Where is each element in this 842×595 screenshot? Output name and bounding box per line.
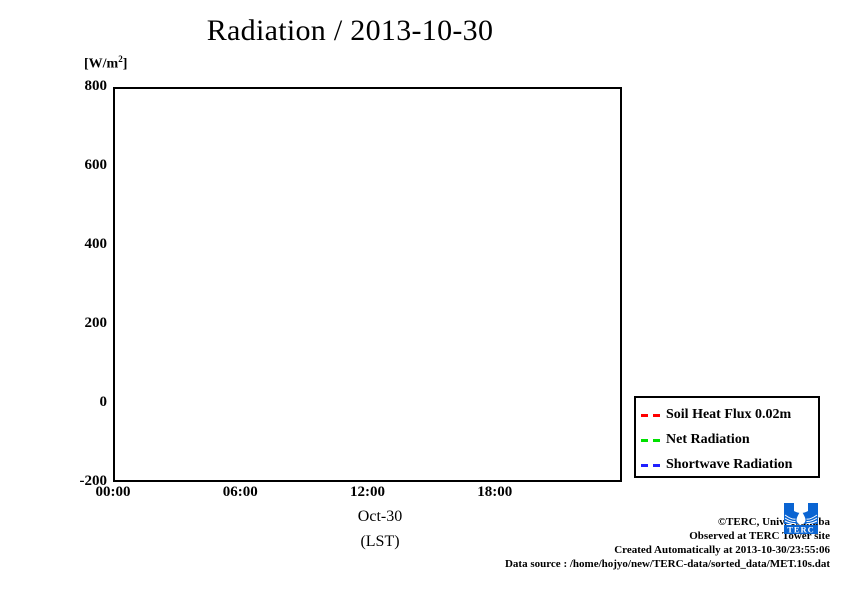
footer: ©TERC, Univ. Tsukuba Observed at TERC To… [380,515,830,571]
y-tick-label: 0 [99,394,108,410]
legend-label: Shortwave Radiation [666,456,793,472]
plot-area [113,87,622,482]
x-tick-label: 00:00 [95,484,131,500]
legend: Soil Heat Flux 0.02m Net Radiation Short… [634,396,820,478]
plot-frame [113,87,622,482]
x-tick-label: 06:00 [222,484,258,500]
x-tick-label: 12:00 [350,484,385,500]
y-axis-ticks: -200 0 200 400 600 800 [52,78,108,489]
footer-site: Observed at TERC Tower site [689,530,830,542]
y-axis-label-bracket: ] [122,56,128,72]
legend-item-soil-heat-flux[interactable]: Soil Heat Flux 0.02m [641,402,813,427]
legend-item-net-radiation[interactable]: Net Radiation [641,427,813,452]
legend-label: Net Radiation [666,431,750,447]
y-tick-label: -200 [79,473,108,489]
y-tick-label: 200 [84,315,108,331]
legend-line-icon-red [641,408,661,422]
legend-line-icon-blue [641,458,661,472]
page-title: Radiation / 2013-10-30 [206,14,494,47]
y-axis-label-exponent: 2 [118,54,123,64]
footer-datasource: Data source : /home/hojyo/new/TERC-data/… [504,558,830,570]
legend-label: Soil Heat Flux 0.02m [666,406,792,422]
legend-line-icon-green [641,433,661,447]
y-tick-label: 400 [84,236,108,252]
x-axis-date-label: Oct-30 [357,508,403,525]
footer-copyright: ©TERC, Univ. Tsukuba [717,516,830,528]
x-axis-ticks: 00:00 06:00 12:00 18:00 [96,484,622,508]
y-tick-label: 800 [84,78,108,94]
x-axis-unit-label: (LST) [360,533,400,550]
footer-created: Created Automatically at 2013-10-30/23:5… [614,544,830,556]
y-axis-label: [W/m2] [84,54,127,73]
y-axis-label-text: [W/m [84,56,119,72]
y-tick-label: 600 [84,157,108,173]
legend-item-shortwave-radiation[interactable]: Shortwave Radiation [641,452,813,477]
x-tick-label: 18:00 [477,484,513,500]
svg-text:TERC: TERC [787,524,815,534]
terc-logo-icon: TERC [784,503,818,534]
